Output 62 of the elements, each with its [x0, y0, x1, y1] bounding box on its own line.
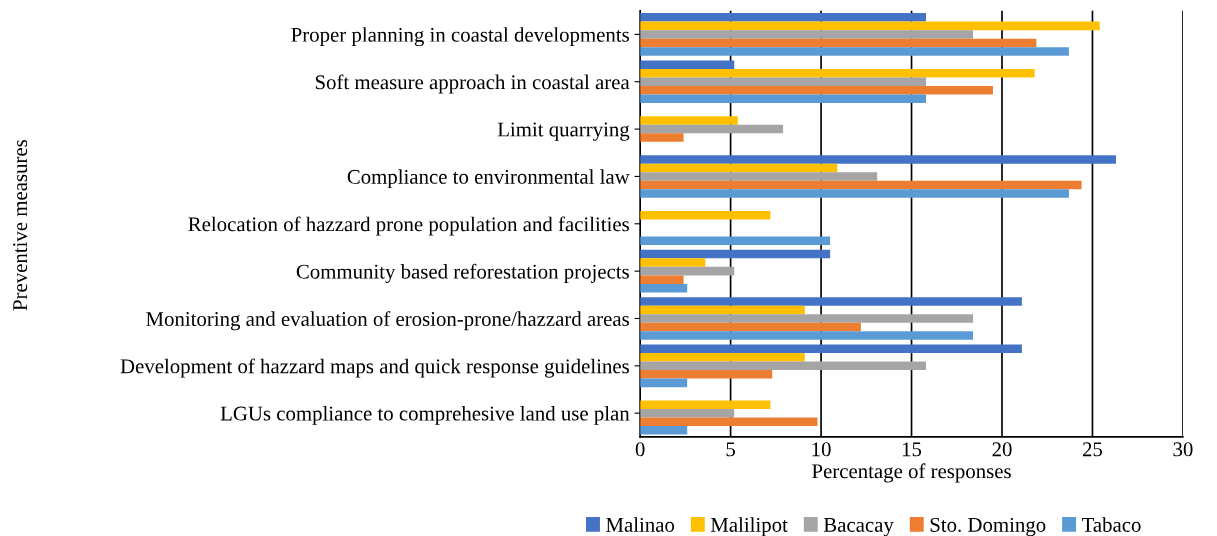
bar	[640, 361, 927, 371]
y-tick-label: Soft measure approach in coastal area	[315, 74, 630, 94]
bar	[640, 133, 684, 142]
bar	[640, 236, 831, 246]
y-axis-title: Preventive measures	[13, 139, 28, 311]
x-tick-label: 5	[726, 442, 735, 457]
bar	[640, 249, 831, 259]
bar	[640, 21, 1100, 31]
bar	[640, 314, 974, 323]
bar	[640, 275, 684, 284]
bar	[640, 370, 773, 379]
bar	[640, 13, 927, 22]
x-tick-label: 10	[812, 442, 831, 457]
x-tick-label: 15	[902, 442, 922, 457]
y-tick-label: Community based reforestation projects	[296, 263, 629, 283]
bar	[640, 400, 771, 409]
bar	[640, 408, 735, 418]
legend-label: Bacacay	[823, 518, 894, 536]
bar	[640, 378, 688, 388]
legend-label: Sto. Domingo	[930, 517, 1046, 536]
legend-label: Tabaco	[1081, 517, 1141, 532]
bar	[640, 297, 1022, 306]
bar	[640, 86, 993, 95]
bar	[640, 30, 974, 39]
bar	[640, 353, 805, 362]
bar	[640, 331, 974, 340]
bar	[640, 94, 927, 104]
bar	[640, 266, 735, 276]
bar	[640, 163, 838, 173]
bar	[640, 305, 805, 315]
bar	[640, 155, 1116, 164]
bar	[640, 211, 771, 220]
y-tick-label: Compliance to environmental law	[347, 169, 630, 189]
bar	[640, 38, 1037, 48]
bar	[640, 77, 927, 86]
bar	[640, 344, 1022, 354]
bar	[640, 47, 1069, 56]
x-tick-label: 30	[1173, 442, 1193, 457]
bar	[640, 60, 735, 69]
bar	[640, 116, 738, 125]
legend-label: Malilipot	[710, 517, 788, 536]
bar	[640, 425, 688, 435]
bar	[640, 417, 818, 426]
x-tick-label: 20	[992, 442, 1012, 457]
y-tick-label: Limit quarrying	[497, 122, 630, 141]
y-tick-label: Proper planning in coastal developments	[291, 27, 629, 47]
x-tick-label: 25	[1082, 442, 1103, 457]
bar	[640, 189, 1069, 198]
y-tick-label: Development of hazzard maps and quick response guidelines	[120, 358, 629, 378]
y-tick-label: Relocation of hazzard prone population and facilities	[188, 216, 629, 236]
bar	[640, 124, 784, 134]
y-tick-label: LGUs compliance to comprehesive land use plan	[220, 405, 630, 425]
y-tick-label: Monitoring and evaluation of erosion-prone/hazzard areas	[146, 311, 629, 331]
bar	[640, 283, 688, 293]
x-tick-label: 0	[635, 442, 645, 457]
x-axis-title: Percentage of responses	[812, 463, 1011, 483]
bar	[640, 172, 878, 181]
legend-label: Malinao	[606, 517, 675, 532]
bar	[640, 322, 861, 332]
bar	[640, 258, 706, 267]
bar	[640, 68, 1035, 78]
bar	[640, 180, 1082, 190]
